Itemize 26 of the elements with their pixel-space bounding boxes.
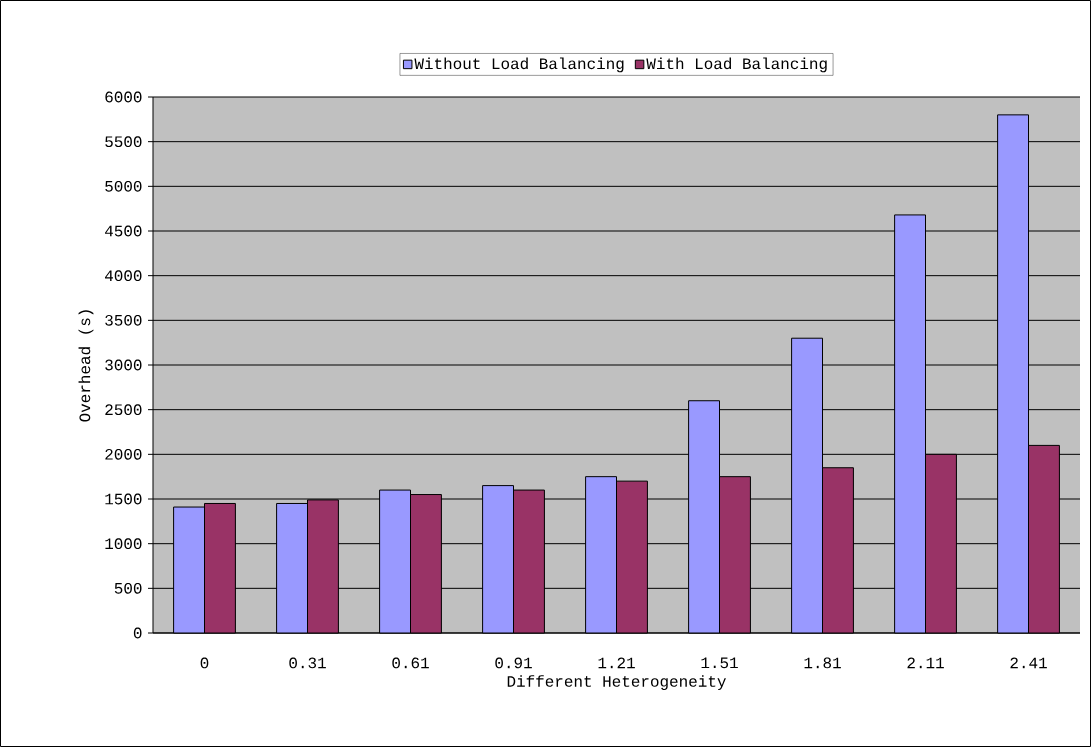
y-tick-label: 500: [114, 582, 142, 594]
x-tick-label: 1.21: [598, 657, 635, 669]
y-tick-label: 4000: [105, 270, 142, 282]
y-tick-label: 3000: [105, 359, 142, 371]
x-tick-label: 0.91: [495, 657, 532, 669]
y-tick-label: 6000: [105, 91, 142, 103]
y-tick-label: 1000: [105, 538, 142, 550]
legend-label: With Load Balancing: [646, 57, 827, 73]
x-tick-label: 0: [200, 657, 209, 669]
y-tick-label: 1500: [105, 493, 142, 505]
x-tick-label: 1.81: [804, 657, 841, 669]
legend-label: Without Load Balancing: [414, 57, 624, 73]
y-tick-label: 0: [133, 627, 142, 639]
x-tick-label: 0.31: [289, 657, 326, 669]
y-axis-title: Overhead (s): [78, 310, 94, 422]
y-tick-label: 5500: [105, 136, 142, 148]
y-tick-label: 2500: [105, 404, 142, 416]
x-axis-title: Different Heterogeneity: [507, 675, 726, 691]
x-tick-label: 0.61: [392, 657, 429, 669]
y-tick-label: 3500: [105, 314, 142, 326]
y-tick-label: 5000: [105, 180, 142, 192]
x-tick-label: 2.41: [1010, 657, 1047, 669]
y-tick-label: 2000: [105, 448, 142, 460]
x-tick-label: 2.11: [907, 657, 944, 669]
x-tick-label: 1.51: [701, 657, 738, 669]
y-tick-label: 4500: [105, 225, 142, 237]
